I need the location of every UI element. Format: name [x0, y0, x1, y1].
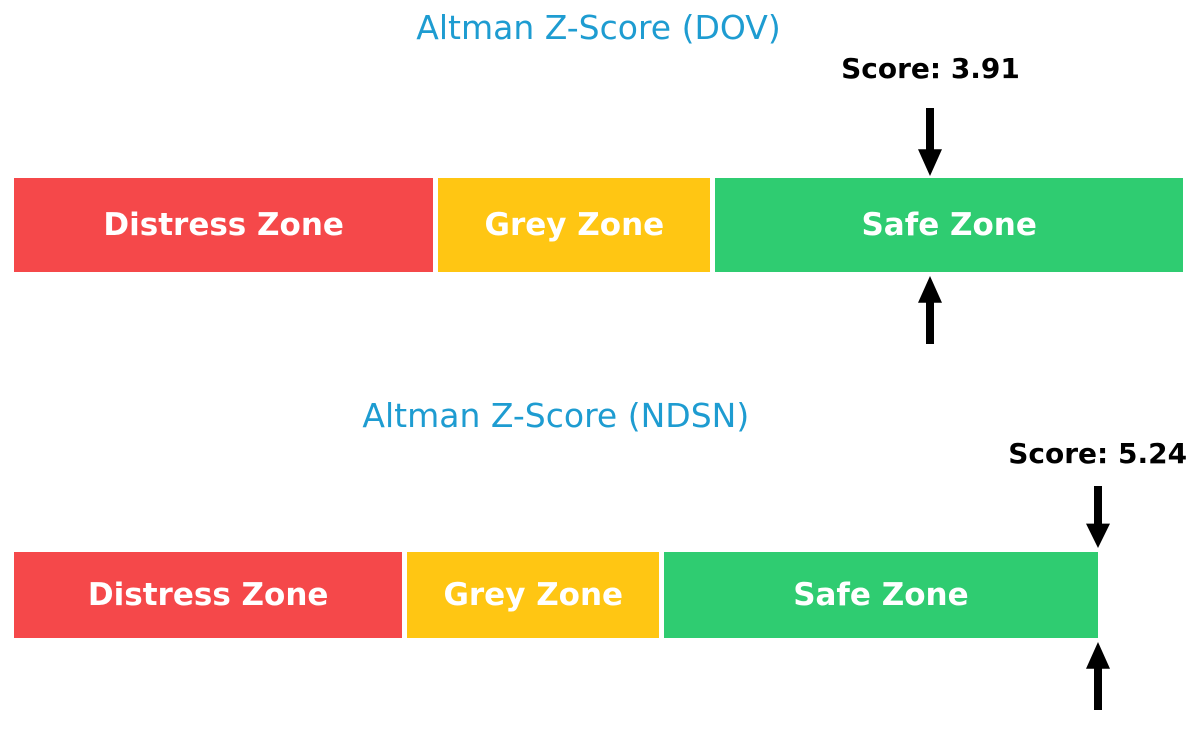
- zone-label: Grey Zone: [443, 577, 624, 613]
- zone-label: Distress Zone: [103, 207, 344, 243]
- score-label: Score: 5.24: [1008, 437, 1188, 470]
- score-label: Score: 3.91: [841, 52, 1020, 85]
- safe-zone-segment: Safe Zone: [664, 552, 1098, 638]
- bar-track: Altman Z-Score (DOV) Score: 3.91 Distres…: [14, 0, 1183, 373]
- up-arrow-icon: [1083, 642, 1113, 710]
- grey-zone-segment: Grey Zone: [438, 178, 716, 272]
- distress-zone-segment: Distress Zone: [14, 552, 408, 638]
- zone-bar: Distress Zone Grey Zone Safe Zone: [14, 178, 1183, 272]
- altman-zscore-chart-dov: Altman Z-Score (DOV) Score: 3.91 Distres…: [14, 0, 1183, 373]
- bar-track: Altman Z-Score (NDSN) Score: 5.24 Distre…: [14, 373, 1187, 746]
- chart-title: Altman Z-Score (DOV): [416, 8, 781, 47]
- down-arrow-icon: [1083, 486, 1113, 548]
- down-arrow-icon: [915, 108, 945, 176]
- grey-zone-segment: Grey Zone: [407, 552, 665, 638]
- zone-label: Distress Zone: [87, 577, 329, 613]
- zone-label: Safe Zone: [861, 207, 1037, 243]
- up-arrow-icon: [915, 276, 945, 344]
- chart-title: Altman Z-Score (NDSN): [362, 396, 750, 435]
- zone-label: Grey Zone: [484, 207, 665, 243]
- zone-bar: Distress Zone Grey Zone Safe Zone: [14, 552, 1098, 638]
- altman-zscore-chart-ndsn: Altman Z-Score (NDSN) Score: 5.24 Distre…: [14, 373, 1187, 746]
- safe-zone-segment: Safe Zone: [715, 178, 1183, 272]
- zone-label: Safe Zone: [793, 577, 969, 613]
- distress-zone-segment: Distress Zone: [14, 178, 439, 272]
